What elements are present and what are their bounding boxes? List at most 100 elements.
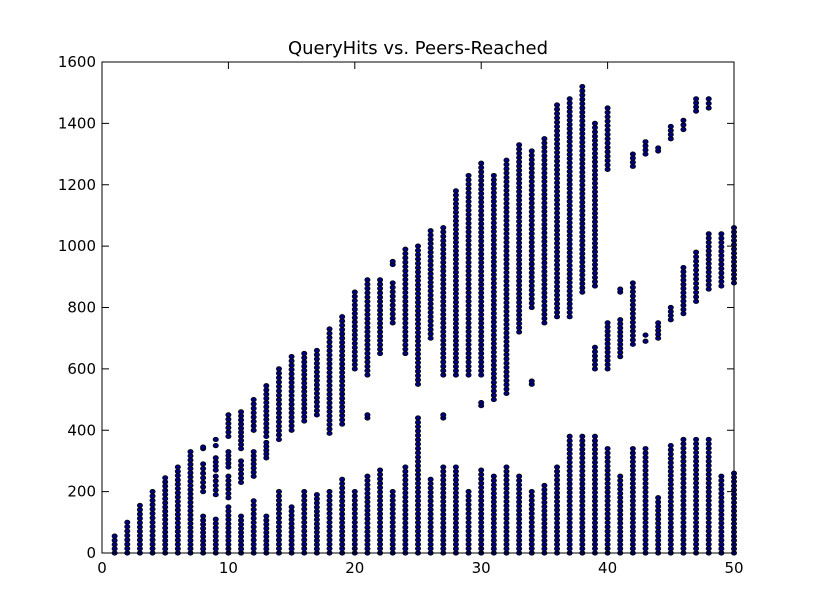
data-point — [629, 537, 636, 543]
data-point — [680, 294, 687, 300]
data-point — [503, 373, 510, 379]
data-point — [440, 316, 447, 322]
data-point — [705, 497, 712, 504]
data-point — [389, 315, 396, 322]
data-point — [364, 320, 371, 326]
data-point — [667, 546, 674, 552]
data-point — [680, 489, 687, 495]
data-point — [275, 383, 282, 390]
data-point — [490, 185, 497, 192]
data-point — [301, 515, 308, 521]
data-point — [339, 365, 346, 371]
data-point — [225, 529, 232, 535]
data-point — [528, 519, 535, 525]
data-point — [566, 511, 573, 517]
data-point — [364, 311, 371, 318]
data-point — [326, 408, 333, 415]
data-point — [339, 395, 346, 401]
data-point — [566, 258, 573, 264]
data-point — [187, 529, 194, 535]
data-point — [452, 265, 459, 271]
data-point — [516, 486, 523, 492]
data-point — [693, 289, 700, 296]
data-point — [326, 395, 333, 402]
data-point — [275, 502, 282, 508]
data-point — [566, 194, 573, 200]
data-point — [693, 436, 700, 443]
data-point — [339, 489, 346, 495]
data-point — [339, 314, 346, 320]
data-point — [389, 289, 396, 295]
data-point — [452, 359, 459, 365]
data-point — [339, 387, 346, 393]
data-point — [414, 485, 421, 491]
data-point — [326, 343, 333, 349]
data-point — [339, 318, 346, 324]
data-point — [516, 278, 523, 284]
data-point — [579, 113, 586, 120]
data-point — [579, 233, 586, 240]
data-point — [427, 262, 434, 268]
data-point — [591, 253, 598, 259]
data-point — [591, 172, 598, 178]
data-point — [541, 226, 548, 232]
data-point — [149, 497, 156, 503]
data-point — [351, 366, 358, 372]
data-point — [629, 472, 636, 478]
data-point — [124, 519, 131, 525]
data-point — [440, 303, 447, 309]
data-point — [705, 235, 712, 241]
data-point — [528, 174, 535, 180]
data-point — [414, 360, 421, 366]
data-point — [591, 366, 598, 372]
data-point — [263, 387, 270, 393]
data-point — [452, 333, 459, 340]
data-point — [478, 350, 485, 357]
data-point — [554, 481, 561, 487]
data-point — [490, 293, 497, 299]
data-point — [339, 348, 346, 354]
data-point — [591, 353, 598, 359]
data-point — [591, 210, 598, 216]
data-point — [579, 182, 586, 188]
data-point — [364, 486, 371, 492]
data-point — [693, 546, 700, 552]
data-point — [528, 191, 535, 198]
data-point — [579, 126, 586, 132]
data-point — [579, 438, 586, 444]
data-point — [351, 349, 358, 355]
data-point — [579, 88, 586, 94]
data-point — [591, 257, 598, 263]
data-point — [478, 251, 485, 257]
data-point — [402, 333, 409, 339]
data-point — [377, 350, 384, 357]
data-point — [313, 360, 320, 366]
data-point — [579, 285, 586, 291]
data-point — [225, 504, 232, 510]
data-point — [377, 320, 384, 326]
data-point — [503, 261, 510, 267]
data-point — [414, 419, 421, 425]
data-point — [149, 546, 156, 552]
data-point — [579, 464, 586, 470]
data-point — [301, 532, 308, 539]
data-point — [516, 494, 523, 501]
data-point — [187, 453, 194, 459]
data-point — [440, 298, 447, 304]
data-point — [440, 281, 447, 287]
data-point — [326, 387, 333, 393]
data-point — [503, 533, 510, 539]
data-point — [566, 211, 573, 217]
data-point — [490, 181, 497, 187]
data-point — [680, 445, 687, 451]
data-point — [288, 397, 295, 403]
data-point — [288, 414, 295, 420]
data-point — [579, 459, 586, 465]
y-tick-label: 600 — [67, 360, 96, 378]
data-point — [604, 459, 611, 465]
data-point — [516, 507, 523, 513]
data-point — [579, 289, 586, 295]
data-point — [326, 524, 333, 530]
data-point — [629, 476, 636, 482]
